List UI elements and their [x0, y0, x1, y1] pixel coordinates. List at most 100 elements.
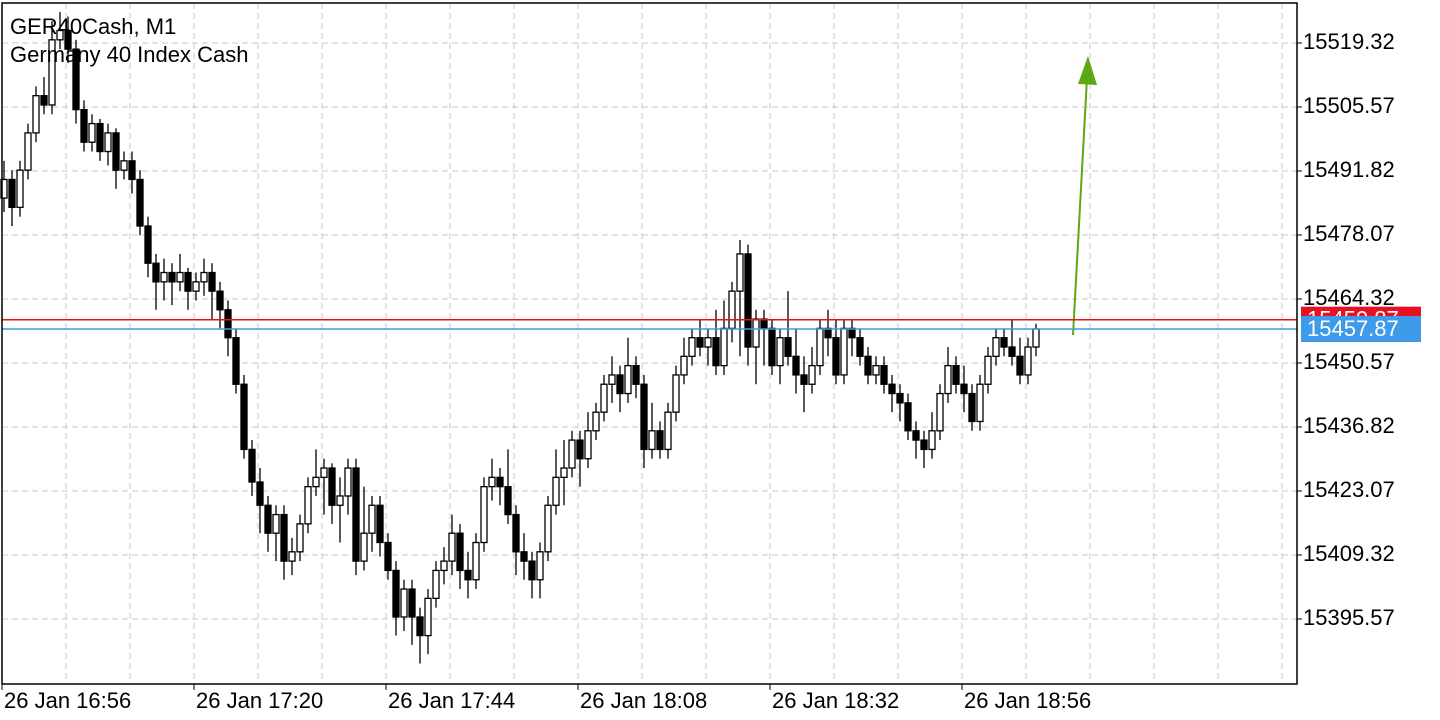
x-tick-label: 26 Jan 16:56 [4, 688, 131, 713]
candle-body [560, 467, 568, 478]
candle-body [400, 588, 408, 618]
candle-body [160, 271, 168, 283]
candle-body [416, 616, 424, 637]
candle-body [216, 290, 224, 311]
candle-body [528, 560, 536, 581]
candle-body [64, 29, 72, 50]
candle-body [696, 337, 704, 348]
candle-body [968, 392, 976, 423]
candle-body [272, 513, 280, 534]
y-tick-label: 15464.32 [1303, 285, 1395, 310]
candle-body [760, 318, 768, 330]
candle-body [688, 337, 696, 357]
candle-body [624, 364, 632, 395]
y-tick-label: 15409.32 [1303, 541, 1395, 566]
candle-body [608, 374, 616, 385]
candle-body [1032, 328, 1040, 348]
candle-body [144, 225, 152, 264]
candle-body [72, 48, 80, 111]
candle-body [1000, 337, 1008, 348]
candle-body [128, 160, 136, 181]
candle-body [896, 392, 904, 404]
candle-body [312, 476, 320, 488]
candle-body [0, 178, 8, 199]
x-tick-label: 26 Jan 17:20 [196, 688, 323, 713]
candle-body [480, 485, 488, 544]
candle-body [672, 374, 680, 413]
candle-body [168, 271, 176, 283]
candle-body [584, 430, 592, 460]
candle-body [32, 95, 40, 134]
candle-body [368, 504, 376, 534]
candle-body [920, 439, 928, 451]
candle-body [520, 551, 528, 562]
candle-body [720, 327, 728, 367]
candle-body [808, 364, 816, 385]
candle-body [384, 541, 392, 572]
candle-body [928, 430, 936, 451]
candle-body [976, 383, 984, 423]
candle-body [600, 383, 608, 413]
candle-body [784, 337, 792, 357]
chart-title: GER40Cash, M1 [10, 14, 176, 39]
candle-body [872, 364, 880, 376]
candle-body [736, 253, 744, 292]
candle-body [96, 122, 104, 153]
candle-body [448, 532, 456, 562]
candle-body [632, 364, 640, 385]
plot-area [2, 3, 1297, 684]
candle-body [496, 476, 504, 488]
candle-body [728, 290, 736, 330]
candle-body [336, 495, 344, 506]
candle-body [936, 392, 944, 432]
x-tick-label: 26 Jan 18:08 [580, 688, 707, 713]
candle-body [512, 513, 520, 553]
candle-body [112, 132, 120, 171]
candle-body [456, 532, 464, 572]
candle-body [536, 551, 544, 581]
candle-body [152, 262, 160, 283]
candle-body [640, 383, 648, 451]
candle-body [776, 337, 784, 367]
candle-body [984, 355, 992, 385]
candle-body [264, 504, 272, 534]
candle-body [136, 178, 144, 227]
candle-body [224, 309, 232, 339]
candle-body [752, 318, 760, 348]
y-tick-label: 15519.32 [1303, 29, 1395, 54]
candle-body [552, 476, 560, 506]
candle-body [16, 169, 24, 209]
candle-body [184, 271, 192, 292]
candle-body [840, 327, 848, 376]
candle-body [104, 132, 112, 153]
candle-body [472, 541, 480, 581]
candle-body [256, 481, 264, 506]
candle-body [1024, 346, 1032, 376]
y-tick-label: 15395.57 [1303, 605, 1395, 630]
y-tick-label: 15478.07 [1303, 221, 1395, 246]
candle-body [80, 108, 88, 143]
candle-body [592, 411, 600, 432]
candle-body [544, 504, 552, 553]
plot-border [1, 2, 1298, 685]
candle-body [48, 39, 56, 106]
candle-body [8, 178, 16, 209]
candle-body [240, 383, 248, 451]
candle-body [952, 364, 960, 385]
candle-body [344, 467, 352, 497]
candle-body [328, 467, 336, 506]
candle-body [912, 430, 920, 441]
y-tick-label: 15505.57 [1303, 93, 1395, 118]
candle-body [824, 327, 832, 339]
x-tick-label: 26 Jan 18:32 [772, 688, 899, 713]
candle-body [360, 532, 368, 562]
y-tick-label: 15450.57 [1303, 349, 1395, 374]
candle-body [24, 132, 32, 171]
candle-body [232, 337, 240, 385]
candle-body [280, 513, 288, 562]
y-tick-label: 15423.07 [1303, 477, 1395, 502]
candle-body [856, 337, 864, 357]
candle-body [424, 597, 432, 637]
